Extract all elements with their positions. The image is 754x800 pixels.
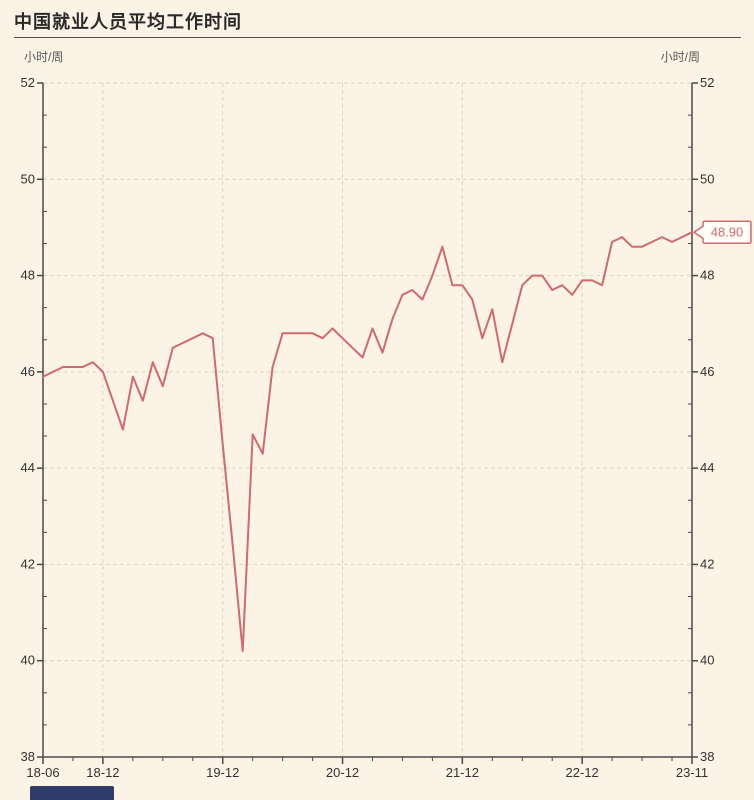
y-tick-label-left: 50 [21, 171, 35, 186]
x-tick-label: 21-12 [446, 765, 479, 780]
x-tick-label: 19-12 [206, 765, 239, 780]
y-tick-label-right: 48 [700, 268, 714, 283]
y-tick-label-right: 42 [700, 556, 714, 571]
y-axis-unit-left: 小时/周 [24, 50, 64, 64]
x-tick-label: 18-06 [26, 765, 59, 780]
y-tick-label-left: 48 [21, 268, 35, 283]
x-tick-label: 22-12 [566, 765, 599, 780]
y-tick-label-right: 50 [700, 171, 714, 186]
x-tick-label: 23-11 [676, 765, 708, 780]
y-tick-label-left: 40 [21, 653, 35, 668]
y-tick-label-left: 38 [21, 749, 35, 764]
data-line [42, 231, 693, 653]
y-tick-label-left: 44 [21, 460, 35, 475]
y-tick-label-left: 52 [21, 75, 35, 90]
x-tick-label: 20-12 [326, 765, 359, 780]
y-tick-label-right: 44 [700, 460, 714, 475]
y-tick-label-right: 38 [700, 749, 714, 764]
y-tick-label-right: 40 [700, 653, 714, 668]
y-tick-label-left: 46 [21, 364, 35, 379]
y-axis-unit-right: 小时/周 [660, 50, 700, 64]
logo-watermark [30, 786, 114, 800]
y-tick-label-right: 52 [700, 75, 714, 90]
title-underline [14, 37, 741, 38]
y-tick-label-right: 46 [700, 364, 714, 379]
chart-title: 中国就业人员平均工作时间 [14, 12, 242, 32]
x-tick-label: 18-12 [86, 765, 119, 780]
value-callout [692, 220, 752, 244]
value-callout-label: 48.90 [711, 225, 744, 240]
y-tick-label-left: 42 [21, 556, 35, 571]
